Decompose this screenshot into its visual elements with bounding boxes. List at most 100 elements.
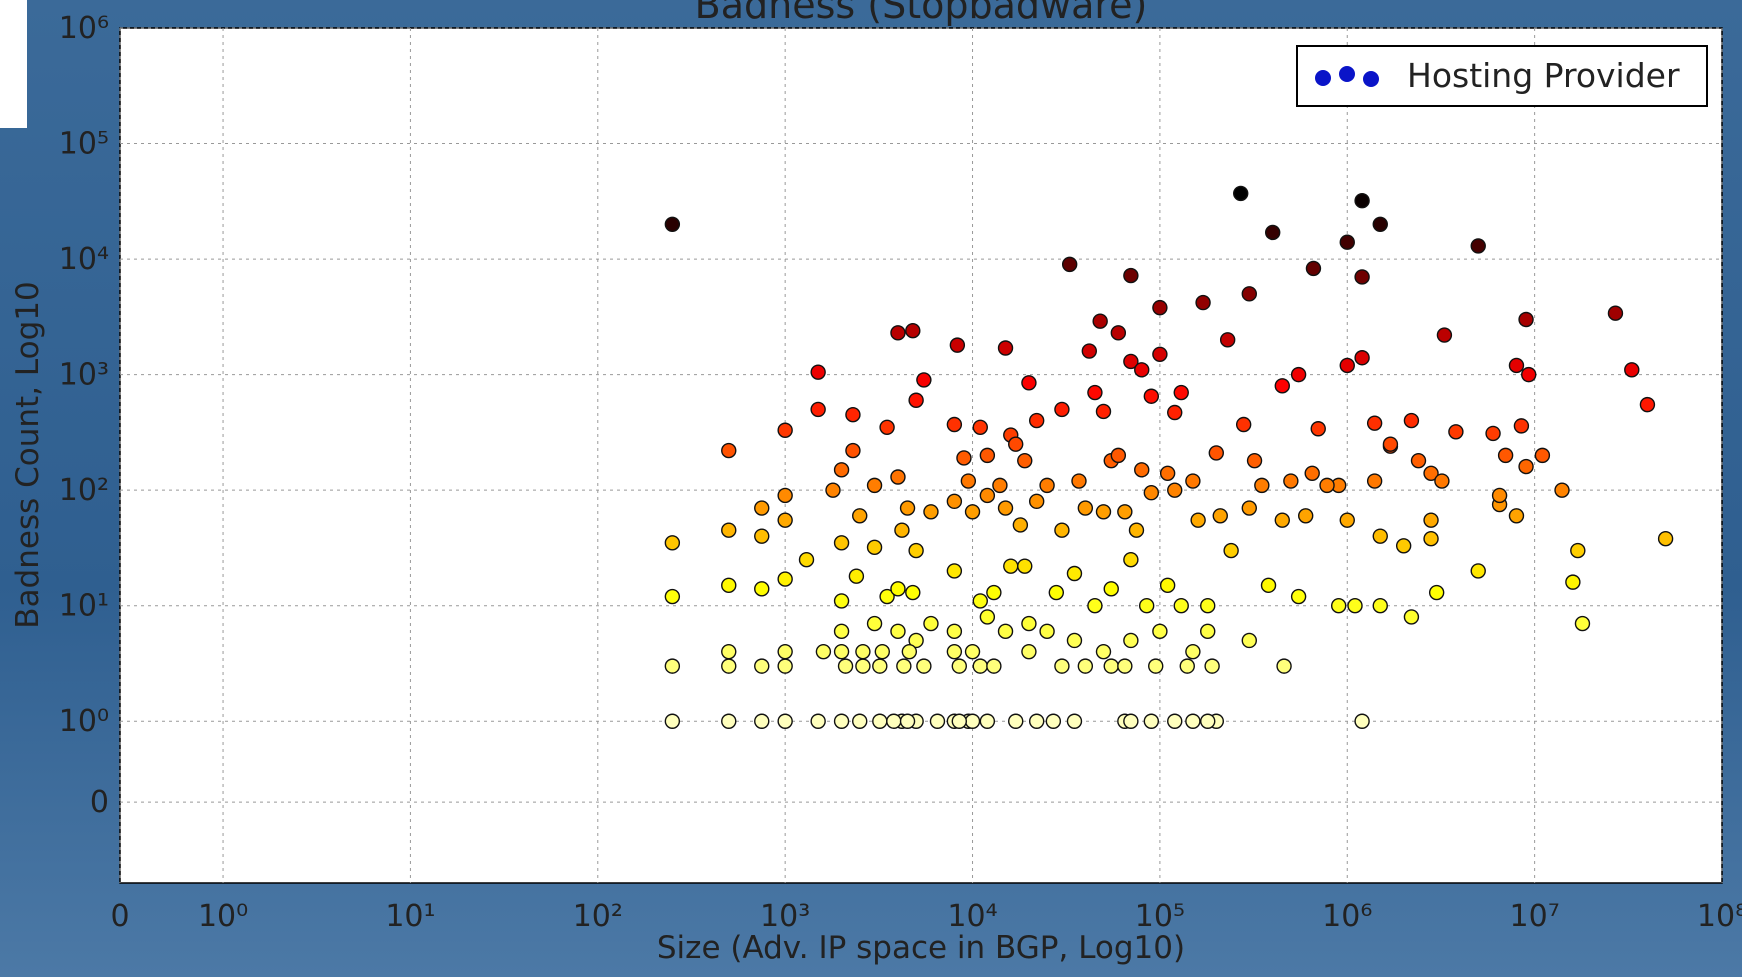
point xyxy=(835,536,849,550)
point xyxy=(1030,714,1044,728)
point xyxy=(722,578,736,592)
point xyxy=(1355,270,1369,284)
point xyxy=(1519,460,1533,474)
point xyxy=(1213,509,1227,523)
point xyxy=(1168,483,1182,497)
y-tick-label: 10¹ xyxy=(59,589,109,624)
point xyxy=(1306,261,1320,275)
x-axis-label: Size (Adv. IP space in BGP, Log10) xyxy=(657,930,1185,966)
point xyxy=(880,420,894,434)
point xyxy=(999,624,1013,638)
x-tick-label: 10³ xyxy=(760,899,810,934)
point xyxy=(1368,474,1382,488)
point xyxy=(924,505,938,519)
point xyxy=(980,610,994,624)
point xyxy=(1522,368,1536,382)
point xyxy=(1373,599,1387,613)
point xyxy=(1067,566,1081,580)
point xyxy=(1129,523,1143,537)
chart-title: Badness (Stopbadware) xyxy=(695,0,1148,27)
point xyxy=(1040,478,1054,492)
point xyxy=(1022,645,1036,659)
point xyxy=(1009,714,1023,728)
point xyxy=(1072,474,1086,488)
point xyxy=(816,645,830,659)
point xyxy=(891,470,905,484)
point xyxy=(924,617,938,631)
point xyxy=(1430,586,1444,600)
point xyxy=(1088,386,1102,400)
point xyxy=(846,408,860,422)
point xyxy=(917,659,931,673)
point xyxy=(966,714,980,728)
point xyxy=(1144,714,1158,728)
point xyxy=(1509,358,1523,372)
point xyxy=(1096,645,1110,659)
point xyxy=(902,645,916,659)
point xyxy=(1355,714,1369,728)
point xyxy=(1144,486,1158,500)
point xyxy=(987,659,1001,673)
point xyxy=(1292,368,1306,382)
point xyxy=(722,714,736,728)
point xyxy=(1093,314,1107,328)
point xyxy=(930,714,944,728)
point xyxy=(1571,544,1585,558)
point xyxy=(1180,659,1194,673)
point xyxy=(1383,437,1397,451)
point xyxy=(1078,659,1092,673)
point xyxy=(973,659,987,673)
point xyxy=(1499,448,1513,462)
point xyxy=(947,494,961,508)
point xyxy=(891,326,905,340)
point xyxy=(853,714,867,728)
point xyxy=(1242,287,1256,301)
point xyxy=(811,714,825,728)
point xyxy=(1191,513,1205,527)
point xyxy=(1124,269,1138,283)
x-tick-label: 10⁷ xyxy=(1510,899,1560,934)
point xyxy=(1404,610,1418,624)
point xyxy=(1437,328,1451,342)
point xyxy=(980,488,994,502)
point xyxy=(1255,478,1269,492)
point xyxy=(1424,532,1438,546)
point xyxy=(1373,529,1387,543)
point xyxy=(1201,714,1215,728)
point xyxy=(1186,714,1200,728)
point xyxy=(778,659,792,673)
y-tick-label: 10⁴ xyxy=(59,242,109,277)
x-tick-label: 10⁸ xyxy=(1697,899,1742,934)
y-tick-label: 10⁵ xyxy=(59,127,109,162)
chart: Badness (Stopbadware) Size (Adv. IP spac… xyxy=(0,0,1742,977)
y-tick-label: 0 xyxy=(90,785,109,820)
point xyxy=(1124,553,1138,567)
plot-area xyxy=(120,28,1722,883)
point xyxy=(1111,448,1125,462)
point xyxy=(875,645,889,659)
point xyxy=(868,478,882,492)
legend: Hosting Provider xyxy=(1297,46,1707,106)
point xyxy=(1340,358,1354,372)
point xyxy=(665,714,679,728)
point xyxy=(800,553,814,567)
point xyxy=(778,572,792,586)
point xyxy=(1404,414,1418,428)
point xyxy=(887,714,901,728)
point xyxy=(1311,422,1325,436)
point xyxy=(1055,402,1069,416)
point xyxy=(1118,505,1132,519)
point xyxy=(1355,351,1369,365)
point xyxy=(966,505,980,519)
point xyxy=(722,659,736,673)
point xyxy=(1493,488,1507,502)
point xyxy=(778,714,792,728)
point xyxy=(1640,398,1654,412)
point xyxy=(1168,714,1182,728)
x-tick-label: 10² xyxy=(573,899,623,934)
point xyxy=(1221,333,1235,347)
point xyxy=(1063,257,1077,271)
y-tick-label: 10⁶ xyxy=(59,11,109,46)
point xyxy=(917,373,931,387)
point xyxy=(853,509,867,523)
